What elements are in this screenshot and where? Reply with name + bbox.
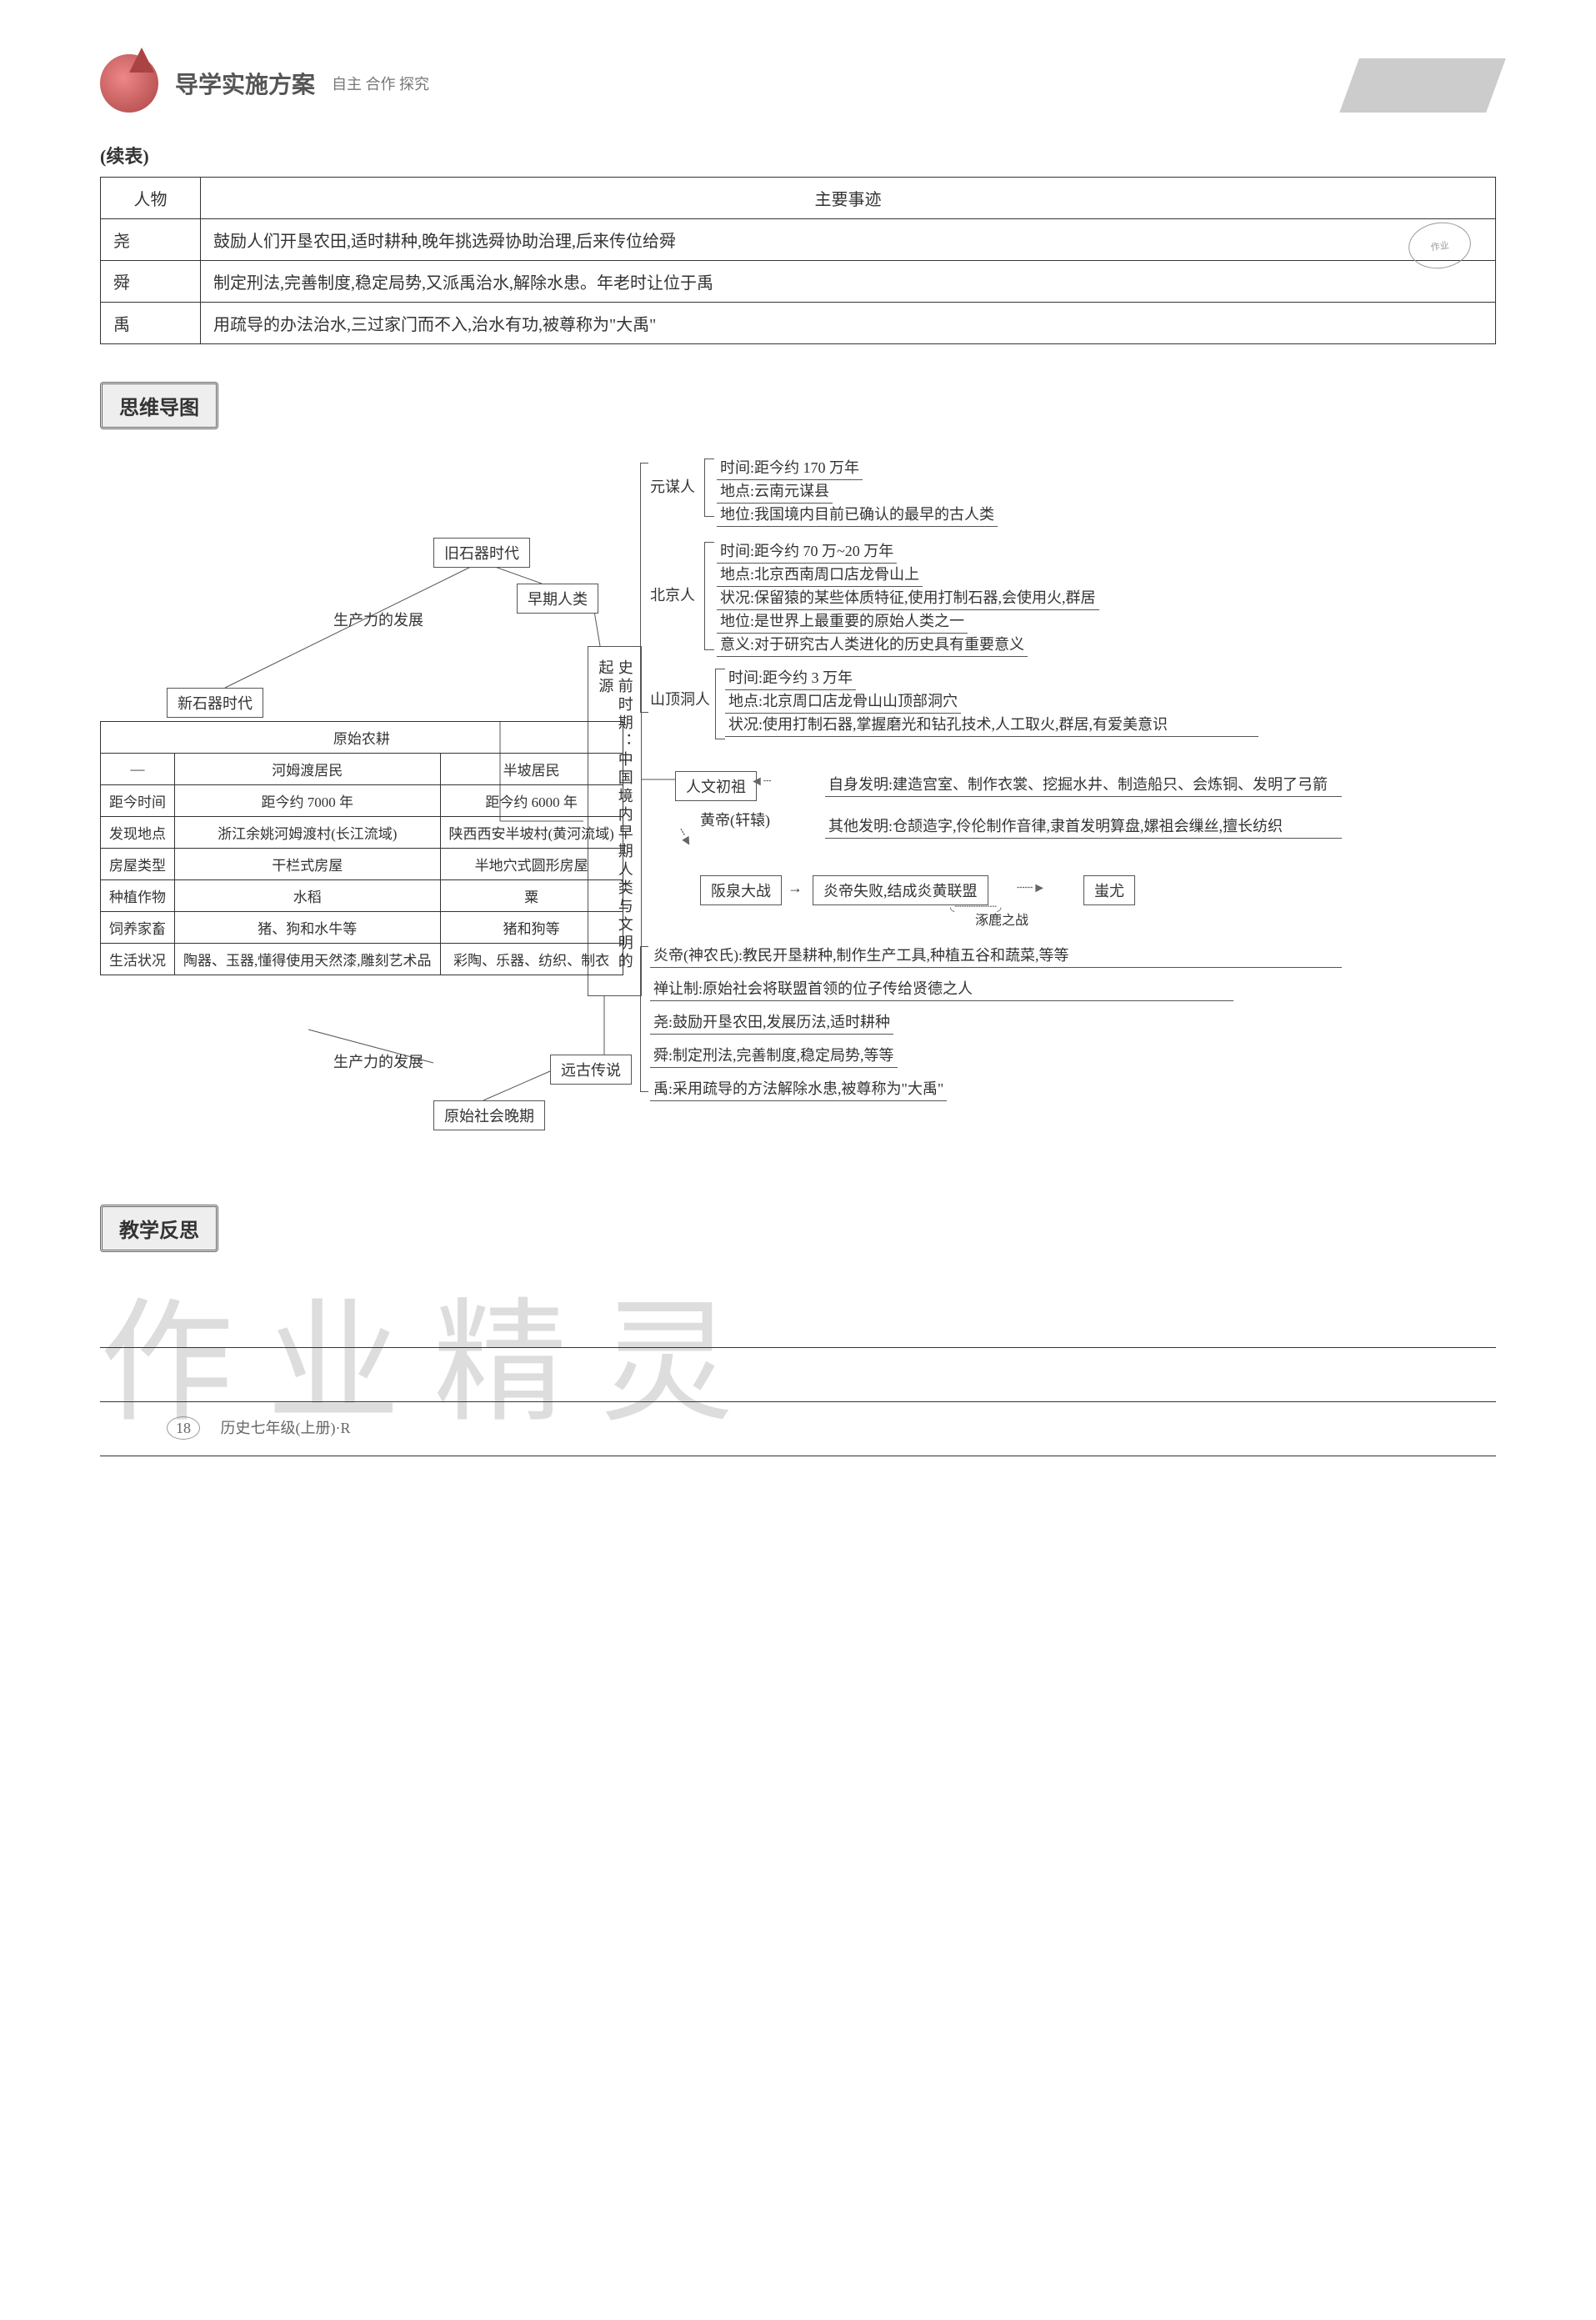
footer-text: 历史七年级(上册)·R [221, 1420, 351, 1436]
yuanmou-time: 时间:距今约 170 万年 [717, 454, 863, 480]
other-invent: 其他发明:仓颉造字,伶伦制作音律,隶首发明算盘,嫘祖会缫丝,擅长纺织 [825, 813, 1342, 839]
late-society-box: 原始社会晚期 [433, 1100, 545, 1130]
paleo-box: 旧石器时代 [433, 538, 530, 568]
table-row: 舜 制定刑法,完善制度,稳定局势,又派禹治水,解除水患。年老时让位于禹 [101, 261, 1496, 303]
productive-label-2: 生产力的发展 [333, 1050, 423, 1072]
dashed-arrow-icon: ◄┄ [750, 773, 771, 789]
beijing-condition: 状况:保留猿的某些体质特征,使用打制石器,会使用火,群居 [717, 584, 1099, 610]
yao-line: 尧:鼓励开垦农田,发展历法,适时耕种 [650, 1009, 893, 1035]
page-number: 18 [167, 1416, 200, 1440]
yuanmou-name: 元谋人 [650, 475, 695, 497]
header-subtitle: 自主 合作 探究 [332, 73, 429, 94]
sdd-place: 地点:北京周口店龙骨山山顶部洞穴 [725, 688, 961, 714]
beijing-meaning: 意义:对于研究古人类进化的历史具有重要意义 [717, 631, 1028, 657]
agri-title: 原始农耕 [101, 722, 623, 754]
table-row: 尧 鼓励人们开垦农田,适时耕种,晚年挑选舜协助治理,后来传位给舜 [101, 219, 1496, 261]
table-header: 主要事迹 [201, 178, 1496, 219]
beijing-time: 时间:距今约 70 万~20 万年 [717, 538, 897, 564]
chiyou-box: 蚩尤 [1083, 875, 1135, 905]
agri-table: 原始农耕 — 河姆渡居民 半坡居民 距今时间距今约 7000 年距今约 6000… [100, 721, 623, 975]
person-cell: 尧 [101, 219, 201, 261]
neo-box: 新石器时代 [167, 688, 263, 718]
huangdi-label: 黄帝(轩辕) [700, 809, 770, 830]
page-footer: 18 历史七年级(上册)·R [167, 1416, 351, 1440]
early-humans-box: 早期人类 [517, 584, 598, 614]
bracket-icon [640, 946, 648, 1092]
bracket-icon [704, 542, 714, 650]
sdd-condition: 状况:使用打制石器,掌握磨光和钻孔技术,人工取火,群居,有爱美意识 [725, 711, 1258, 737]
yuanmou-place: 地点:云南元谋县 [717, 478, 833, 504]
bracket-icon [704, 458, 714, 517]
ancestor-label: 人文初祖 [675, 771, 757, 801]
dashed-arrow-icon: ┄► [673, 824, 698, 851]
deed-cell: 制定刑法,完善制度,稳定局势,又派禹治水,解除水患。年老时让位于禹 [201, 261, 1496, 303]
bracket-icon [640, 463, 648, 713]
mindmap-container: 史前时期：中国境内早期人类与文明的起源 旧石器时代 早期人类 生产力的发展 元谋… [100, 454, 1496, 1205]
yandi-work: 炎帝(神农氏):教民开垦耕种,制作生产工具,种植五谷和蔬菜,等等 [650, 942, 1342, 968]
person-cell: 禹 [101, 303, 201, 344]
legend-box: 远古传说 [550, 1055, 632, 1085]
person-cell: 舜 [101, 261, 201, 303]
deeds-table: 人物 主要事迹 尧 鼓励人们开垦农田,适时耕种,晚年挑选舜协助治理,后来传位给舜… [100, 177, 1496, 344]
productive-label: 生产力的发展 [333, 609, 423, 630]
beijing-name: 北京人 [650, 584, 695, 605]
dashed-arrow-icon: ┄┄► [1017, 879, 1046, 896]
beijing-status: 地位:是世界上最重要的原始人类之一 [717, 608, 968, 634]
bracket-icon [715, 669, 725, 739]
shanrang-line: 禅让制:原始社会将联盟首领的位子传给贤德之人 [650, 975, 1233, 1001]
yu-line: 禹:采用疏导的方法解除水患,被尊称为"大禹" [650, 1075, 947, 1101]
writing-line [100, 1302, 1496, 1348]
dashed-arc-icon: ◟┄┄┄┄┄┄◞ [950, 900, 1001, 914]
header-decoration [1356, 58, 1496, 117]
self-invent: 自身发明:建造宫室、制作衣裳、挖掘水井、制造船只、会炼铜、发明了弓箭 [825, 771, 1342, 797]
page-header: 导学实施方案 自主 合作 探究 [100, 50, 1496, 117]
deed-cell: 用疏导的办法治水,三过家门而不入,治水有功,被尊称为"大禹" [201, 303, 1496, 344]
table-header: 人物 [101, 178, 201, 219]
sdd-time: 时间:距今约 3 万年 [725, 664, 856, 690]
deed-cell: 鼓励人们开垦农田,适时耕种,晚年挑选舜协助治理,后来传位给舜 [201, 219, 1496, 261]
mascot-icon [100, 54, 158, 113]
yuanmou-status: 地位:我国境内目前已确认的最早的古人类 [717, 501, 998, 527]
mindmap-section-label: 思维导图 [100, 382, 218, 429]
continued-label: (续表) [100, 142, 1496, 168]
sdd-name: 山顶洞人 [650, 688, 710, 709]
shun-line: 舜:制定刑法,完善制度,稳定局势,等等 [650, 1042, 898, 1068]
table-row: 禹 用疏导的办法治水,三过家门而不入,治水有功,被尊称为"大禹" [101, 303, 1496, 344]
banquan-box: 阪泉大战 [700, 875, 782, 905]
header-title: 导学实施方案 [175, 67, 315, 100]
writing-line [100, 1356, 1496, 1402]
agri-table-wrapper: 原始农耕 — 河姆渡居民 半坡居民 距今时间距今约 7000 年距今约 6000… [100, 721, 623, 975]
arrow-icon: → [788, 879, 803, 897]
beijing-place: 地点:北京西南周口店龙骨山上 [717, 561, 923, 587]
table-header-row: 人物 主要事迹 [101, 178, 1496, 219]
reflection-section-label: 教学反思 [100, 1205, 218, 1252]
